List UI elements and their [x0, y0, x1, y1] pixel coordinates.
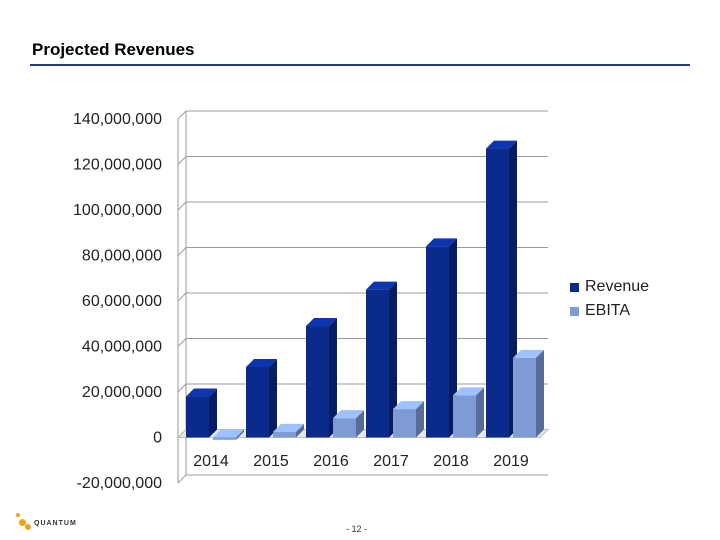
bar-side-revenue-2017 [389, 281, 397, 438]
gridline-depth [177, 201, 187, 211]
legend-label-ebita: EBITA [585, 302, 631, 319]
bar-side-revenue-2016 [329, 318, 337, 438]
x-category-label: 2015 [253, 453, 289, 470]
bar-top-revenue-2018 [426, 238, 457, 247]
bar-top-revenue-2017 [366, 281, 397, 290]
y-tick-label: 80,000,000 [82, 248, 162, 265]
slide-title: Projected Revenues [32, 40, 195, 59]
gridline-depth [177, 247, 187, 256]
x-category-label: 2014 [193, 453, 229, 470]
bar-top-revenue-2016 [306, 318, 337, 327]
logo-text: QUANTUM [34, 519, 77, 527]
gridline-depth [177, 338, 187, 347]
legend-item-revenue: Revenue [570, 275, 649, 299]
bar-revenue-2018 [426, 246, 449, 438]
bar-revenue-2016 [306, 326, 329, 438]
gridline-depth [177, 474, 187, 484]
y-tick-label: 40,000,000 [82, 339, 162, 356]
bar-ebita-2014 [213, 437, 236, 440]
y-tick-label: 20,000,000 [82, 384, 162, 401]
y-tick-label: 140,000,000 [73, 111, 162, 128]
bar-side-revenue-2018 [449, 238, 457, 438]
bar-ebita-2017 [393, 409, 416, 438]
title-rule [30, 64, 690, 66]
bar-top-revenue-2019 [486, 140, 517, 149]
bar-ebita-2019 [513, 357, 536, 438]
bar-side-ebita-2014 [236, 429, 244, 440]
chart-legend: Revenue EBITA [570, 275, 649, 323]
company-logo: QUANTUM [14, 512, 77, 534]
y-tick-label: -20,000,000 [77, 475, 163, 492]
bar-ebita-2016 [333, 418, 356, 438]
bar-side-ebita-2016 [356, 410, 364, 438]
bar-side-ebita-2015 [296, 423, 304, 438]
bar-top-ebita-2019 [513, 349, 544, 358]
bar-revenue-2015 [246, 366, 269, 438]
x-category-label: 2017 [373, 453, 409, 470]
bar-ebita-2015 [273, 431, 296, 438]
x-category-label: 2016 [313, 453, 349, 470]
bar-top-ebita-2018 [453, 387, 484, 396]
bar-side-revenue-2014 [209, 388, 217, 438]
bar-revenue-2017 [366, 289, 389, 438]
x-category-label: 2019 [493, 453, 529, 470]
bar-side-revenue-2015 [269, 358, 277, 438]
bar-top-ebita-2016 [333, 410, 364, 419]
gridline-depth [177, 383, 187, 393]
bar-side-ebita-2019 [536, 349, 544, 438]
gridline-depth [177, 110, 187, 120]
legend-swatch-revenue [570, 282, 579, 292]
y-tick-label: 120,000,000 [73, 157, 162, 174]
page-number: - 12 - [346, 524, 368, 534]
bar-ebita-2018 [453, 395, 476, 438]
bar-top-ebita-2015 [273, 423, 304, 432]
bar-revenue-2019 [486, 148, 509, 438]
legend-label-revenue: Revenue [585, 278, 650, 295]
bar-top-revenue-2015 [246, 358, 277, 367]
bar-revenue-2014 [186, 396, 209, 438]
gridline-depth [177, 156, 187, 165]
gridline-depth [177, 292, 187, 302]
bar-top-revenue-2014 [186, 388, 217, 397]
bar-top-ebita-2017 [393, 401, 424, 410]
logo-mark-icon [14, 512, 32, 534]
legend-swatch-ebita [570, 306, 579, 316]
legend-item-ebita: EBITA [570, 299, 649, 323]
bar-top-ebita-2014 [213, 429, 244, 438]
y-tick-label: 60,000,000 [82, 293, 162, 310]
bar-side-ebita-2017 [416, 401, 424, 438]
y-tick-label: 100,000,000 [73, 202, 162, 219]
x-category-label: 2018 [433, 453, 469, 470]
y-tick-label: 0 [153, 430, 162, 447]
bar-side-ebita-2018 [476, 387, 484, 438]
